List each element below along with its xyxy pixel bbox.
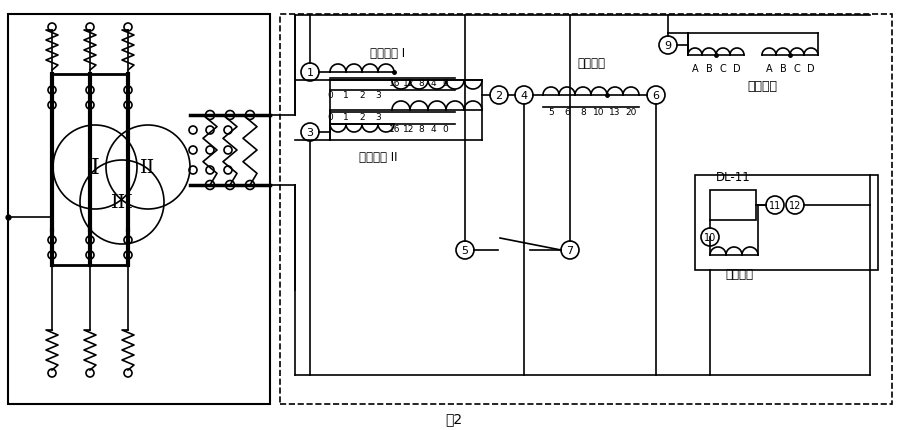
Text: 2: 2 (360, 91, 365, 100)
Text: 5: 5 (461, 246, 469, 255)
Text: B: B (706, 64, 713, 74)
Text: 6: 6 (653, 91, 659, 101)
Bar (280, 15, 892, 404)
Text: 2: 2 (496, 91, 502, 101)
Text: 图2: 图2 (446, 411, 462, 425)
Text: 0: 0 (327, 113, 333, 122)
Text: 8: 8 (418, 125, 424, 134)
Text: 短路绕组: 短路绕组 (747, 79, 777, 92)
Text: 3: 3 (307, 128, 313, 138)
Text: 1: 1 (307, 68, 313, 78)
Text: 16: 16 (390, 79, 400, 88)
Text: 0: 0 (442, 79, 448, 88)
Text: 工作绕组: 工作绕组 (577, 56, 605, 69)
Text: II: II (141, 159, 155, 177)
Text: 2: 2 (360, 113, 365, 122)
Text: 8: 8 (580, 108, 586, 117)
Text: 10: 10 (704, 233, 716, 243)
Text: 1: 1 (343, 113, 349, 122)
Text: B: B (780, 64, 786, 74)
Text: 3: 3 (375, 91, 380, 100)
Text: DL-11: DL-11 (716, 171, 750, 184)
Bar (8, 15, 270, 404)
Text: 二次绕组: 二次绕组 (725, 267, 753, 280)
Text: A: A (692, 64, 698, 74)
Text: 4: 4 (430, 79, 436, 88)
Text: 4: 4 (430, 125, 436, 134)
Text: A: A (765, 64, 773, 74)
Text: C: C (794, 64, 800, 74)
Text: 20: 20 (626, 108, 637, 117)
Text: 6: 6 (564, 108, 570, 117)
Text: 0: 0 (442, 125, 448, 134)
Text: 9: 9 (665, 41, 672, 51)
Text: 3: 3 (375, 113, 380, 122)
Text: D: D (733, 64, 741, 74)
Text: 1: 1 (343, 91, 349, 100)
Text: 13: 13 (609, 108, 621, 117)
Text: 11: 11 (769, 200, 781, 211)
Text: 16: 16 (390, 125, 400, 134)
Bar (710, 190, 756, 221)
Text: 12: 12 (403, 125, 415, 134)
Text: 4: 4 (520, 91, 528, 101)
Text: C: C (720, 64, 726, 74)
Text: D: D (807, 64, 814, 74)
Text: 10: 10 (593, 108, 605, 117)
Text: 8: 8 (418, 79, 424, 88)
Text: 平衡绕组 II: 平衡绕组 II (359, 150, 398, 163)
Text: 7: 7 (567, 246, 574, 255)
Text: 平衡绕组 I: 平衡绕组 I (370, 46, 406, 59)
Text: 12: 12 (789, 200, 801, 211)
Text: 12: 12 (403, 79, 415, 88)
Text: 5: 5 (548, 108, 554, 117)
Bar (695, 175, 878, 270)
Text: 0: 0 (327, 91, 333, 100)
Text: I: I (91, 157, 100, 178)
Text: III: III (111, 194, 133, 212)
